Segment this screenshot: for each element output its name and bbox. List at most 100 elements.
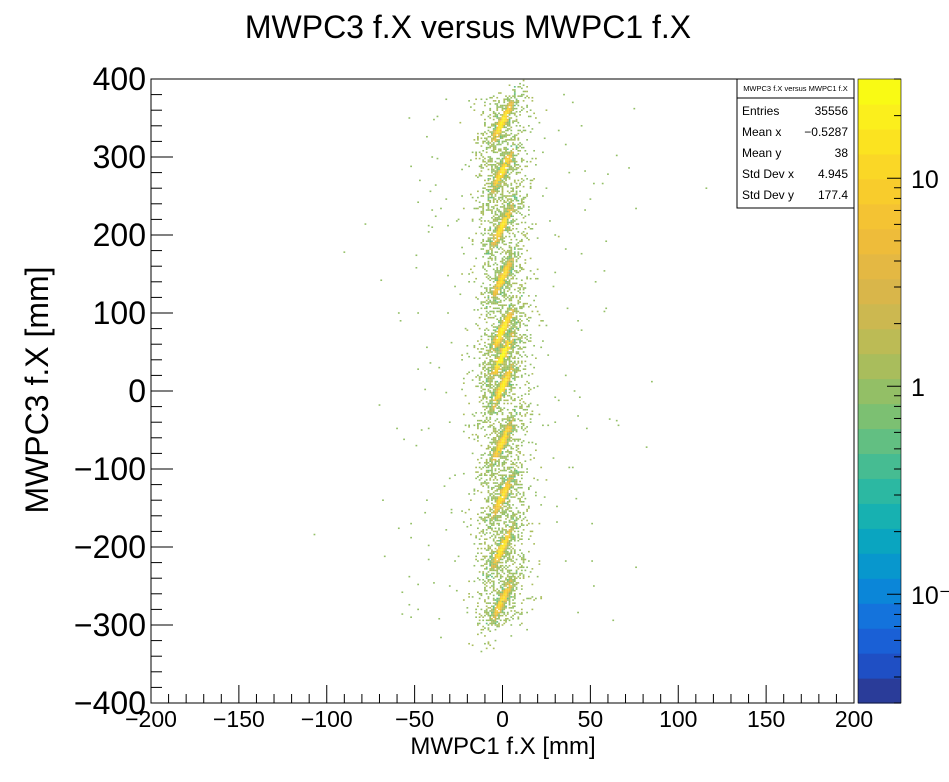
heatmap-cell xyxy=(510,273,513,275)
heatmap-cell xyxy=(480,132,483,135)
heatmap-cell xyxy=(494,602,497,604)
heatmap-cell xyxy=(494,274,497,277)
heatmap-cell xyxy=(496,614,499,617)
heatmap-cell xyxy=(519,326,521,328)
heatmap-cell xyxy=(499,224,502,227)
heatmap-cell xyxy=(487,469,490,472)
heatmap-cell xyxy=(508,201,511,204)
heatmap-cell xyxy=(499,516,502,519)
heatmap-cell xyxy=(499,181,502,183)
heatmap-cell xyxy=(464,424,467,427)
heatmap-cell xyxy=(506,324,509,327)
heatmap-cell xyxy=(515,338,518,341)
heatmap-cell xyxy=(501,232,504,235)
heatmap-cell xyxy=(489,610,492,612)
heatmap-cell xyxy=(494,563,497,565)
heatmap-cell xyxy=(494,405,497,408)
heatmap-cell xyxy=(494,371,497,374)
heatmap-cell xyxy=(503,114,506,116)
heatmap-cell xyxy=(473,207,476,210)
heatmap-cell xyxy=(491,496,493,498)
heatmap-cell xyxy=(506,376,509,378)
heatmap-cell xyxy=(499,284,502,286)
heatmap-cell xyxy=(489,622,492,625)
heatmap-cell xyxy=(498,402,500,405)
heatmap-cell xyxy=(498,468,500,470)
heatmap-cell xyxy=(513,210,516,213)
heatmap-cell xyxy=(522,334,525,336)
heatmap-cell xyxy=(496,393,499,395)
heatmap-cell xyxy=(498,390,500,392)
heatmap-cell xyxy=(482,265,485,267)
heatmap-cell xyxy=(498,488,500,491)
heatmap-cell xyxy=(515,154,518,157)
heatmap-cell xyxy=(499,539,502,542)
heatmap-cell xyxy=(506,157,509,160)
heatmap-cell xyxy=(503,104,506,107)
heatmap-cell xyxy=(498,117,500,119)
heatmap-cell xyxy=(499,519,502,522)
heatmap-cell xyxy=(501,284,504,286)
heatmap-cell xyxy=(494,185,497,188)
heatmap-cell xyxy=(503,268,506,271)
heatmap-cell xyxy=(499,368,502,370)
heatmap-cell xyxy=(506,593,509,595)
heatmap-cell xyxy=(489,390,492,392)
heatmap-cell xyxy=(494,256,497,258)
heatmap-cell xyxy=(519,195,521,197)
heatmap-cell xyxy=(512,224,514,227)
heatmap-cell xyxy=(512,557,514,559)
heatmap-cell xyxy=(519,125,521,127)
heatmap-cell xyxy=(508,499,511,501)
heatmap-cell xyxy=(494,231,497,233)
heatmap-cell xyxy=(517,338,520,341)
heatmap-cell xyxy=(517,438,520,441)
heatmap-cell xyxy=(436,115,439,118)
heatmap-cell xyxy=(498,340,500,342)
heatmap-cell xyxy=(496,106,499,108)
heatmap-cell xyxy=(477,605,479,608)
heatmap-cell xyxy=(503,100,506,102)
heatmap-cell xyxy=(506,611,509,614)
heatmap-cell xyxy=(484,318,486,321)
statistics-box[interactable]: MWPC3 f.X versus MWPC1 f.X Entries 35556M… xyxy=(736,78,855,209)
heatmap-cell xyxy=(492,146,495,149)
heatmap-cell xyxy=(506,282,509,285)
heatmap-cell xyxy=(491,624,493,626)
heatmap-cell xyxy=(522,204,525,207)
heatmap-cell xyxy=(515,582,518,584)
heatmap-cell xyxy=(498,591,500,594)
heatmap-cell xyxy=(522,201,525,204)
heatmap-cell xyxy=(417,201,420,204)
heatmap-cell xyxy=(485,252,488,255)
heatmap-cell xyxy=(505,426,507,428)
heatmap-cell xyxy=(513,309,516,311)
heatmap-cell xyxy=(482,248,485,250)
heatmap-cell xyxy=(499,266,502,269)
heatmap-cell xyxy=(494,338,497,341)
heatmap-cell xyxy=(501,151,504,154)
heatmap-cell xyxy=(498,187,500,189)
heatmap-cell xyxy=(503,359,506,361)
heatmap-cell xyxy=(494,555,497,558)
heatmap-cell xyxy=(508,578,511,581)
heatmap-cell xyxy=(499,154,502,157)
heatmap-cell xyxy=(485,139,488,141)
heatmap-cell xyxy=(496,488,499,491)
heatmap-cell xyxy=(468,273,470,275)
heatmap-cell xyxy=(494,603,497,606)
heatmap-cell xyxy=(503,437,506,439)
heatmap-cell xyxy=(496,522,499,525)
heatmap-cell xyxy=(512,257,514,260)
heatmap-cell xyxy=(494,271,497,274)
heatmap-cell xyxy=(519,263,521,266)
heatmap-cell xyxy=(489,518,492,520)
heatmap-cell xyxy=(506,251,509,253)
heatmap-cell xyxy=(506,415,509,417)
heatmap-cell xyxy=(519,129,521,132)
heatmap-cell xyxy=(508,368,511,370)
heatmap-cell xyxy=(533,149,536,152)
heatmap-cell xyxy=(496,479,499,481)
heatmap-cell xyxy=(517,351,520,353)
heatmap-cell xyxy=(501,366,504,369)
